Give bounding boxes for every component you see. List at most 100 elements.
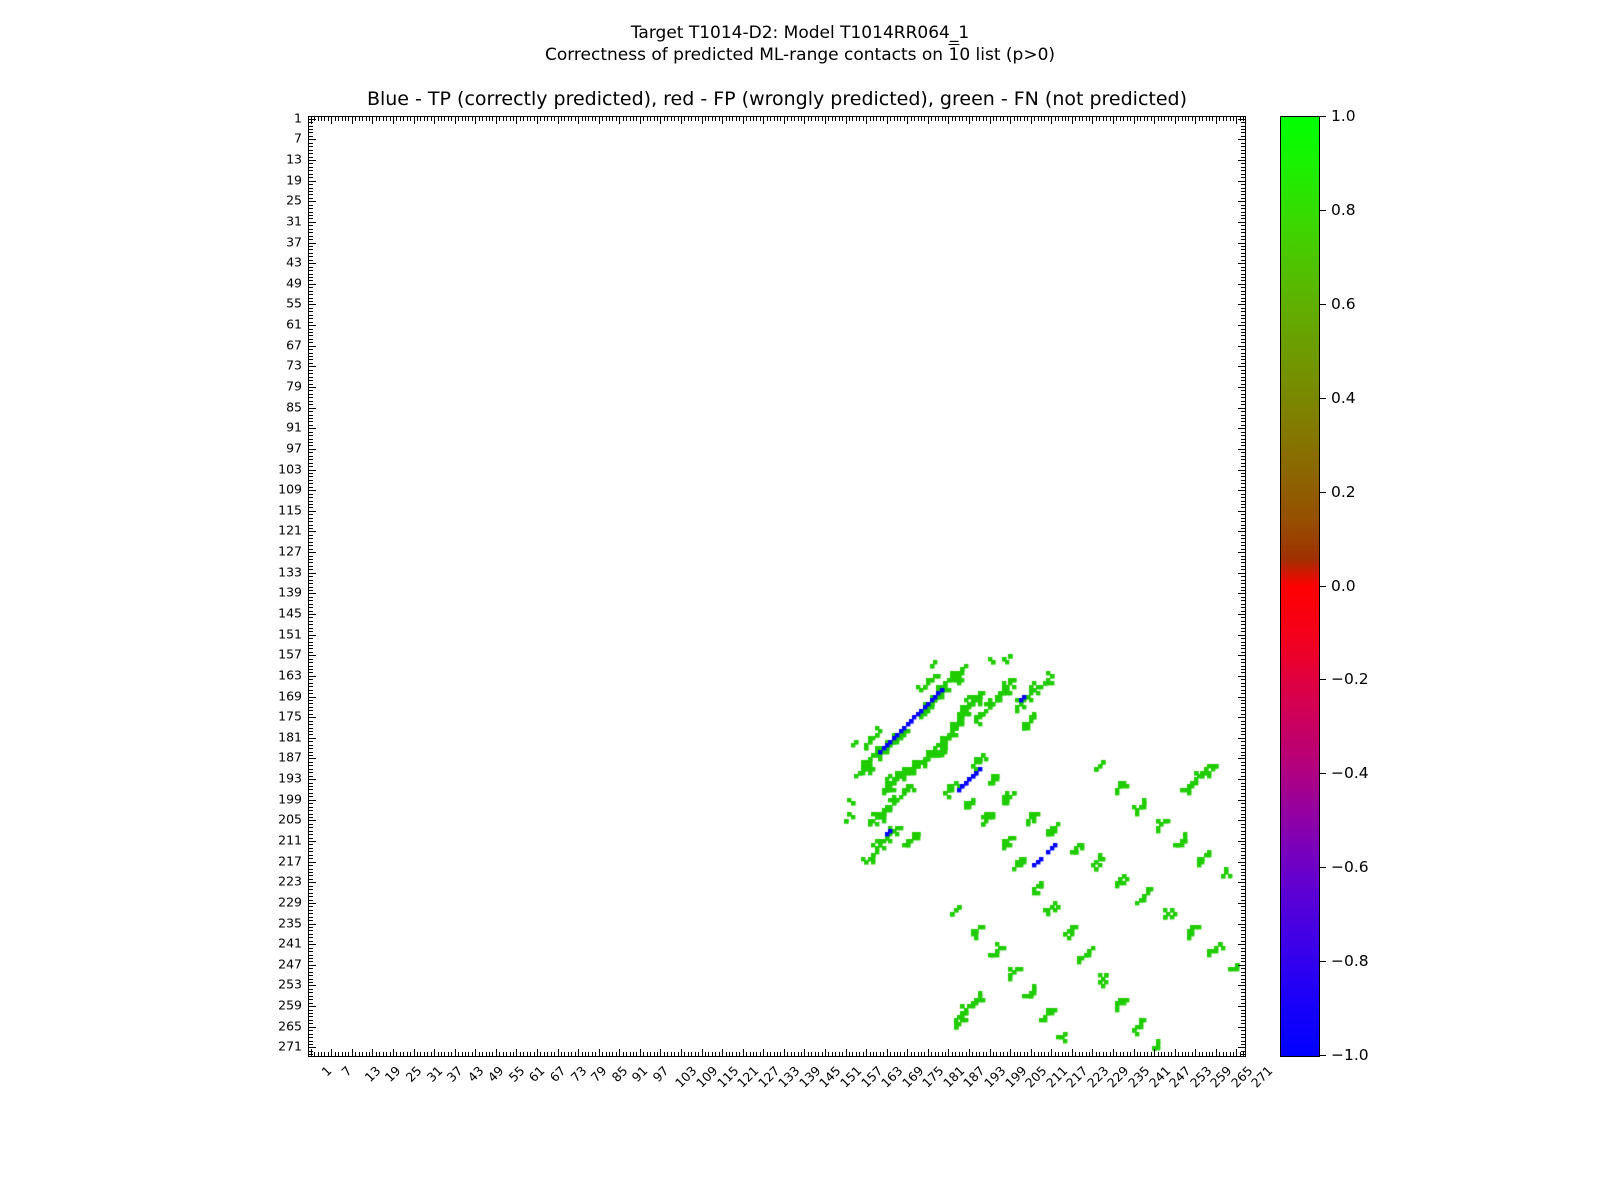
y-tick-label: 247 [278,956,302,972]
colorbar-tick-mark [1320,491,1326,493]
colorbar-tick-label: 0.4 [1331,388,1356,407]
y-tick-label: 37 [286,234,302,250]
x-tick-label: 43 [464,1063,487,1085]
y-tick-label: 31 [286,213,302,229]
colorbar-tick-labels: 1.0 0.8 0.6 0.4 0.2 0.0 −0.2 −0.4 −0.6 −0.8 −1.0 [1320,107,1410,1064]
x-tick-label: 271 [1248,1063,1276,1091]
colorbar-tick-mark [1320,679,1326,681]
colorbar-tick-mark [1320,867,1326,869]
colorbar-tick-label: 0.6 [1331,294,1356,313]
x-tick-label: 79 [587,1063,610,1085]
y-tick-label: 79 [286,378,302,394]
title-overline-digit: 1 [948,45,960,66]
y-tick-label: 181 [278,729,302,745]
y-tick-label: 49 [286,275,302,291]
y-tick-label: 145 [278,605,302,621]
x-tick-label: 19 [382,1063,404,1085]
y-tick-label: 157 [278,646,302,662]
y-axis-tick-labels: 1 7 13 19 25 31 37 43 49 55 61 67 73 79 85 91 97 103 109 11… [248,110,302,1057]
axes-title-legend: Blue - TP (correctly predicted), red - F… [366,88,1188,110]
title-prefix: Correctness of predicted ML-range contac… [544,45,949,66]
y-tick-label: 103 [278,461,302,477]
y-tick-label: 169 [278,688,302,704]
y-tick-label: 235 [278,915,302,931]
y-tick-label: 55 [286,295,302,311]
colorbar-tick-mark [1320,303,1326,305]
colorbar-tick-mark [1320,116,1326,117]
figure-title-line-2: Correctness of predicted ML-range contac… [0,44,1600,66]
y-tick-label: 25 [286,192,302,208]
colorbar-tick-label: 0.2 [1331,482,1356,501]
y-tick-label: 13 [286,151,302,167]
colorbar-tick-mark [1320,585,1326,587]
colorbar-tick-label: −0.8 [1331,952,1369,971]
x-tick-label: 85 [608,1063,631,1085]
x-tick-label: 13 [361,1063,384,1085]
y-tick-label: 73 [286,357,302,373]
y-tick-label: 61 [286,316,302,332]
y-tick-label: 7 [294,130,302,146]
y-tick-label: 115 [278,502,302,518]
colorbar-tick-label: −0.6 [1331,858,1369,877]
y-tick-label: 43 [286,254,302,270]
x-axis-tick-labels: 1 7 13 19 25 31 37 43 49 55 61 67 73 79 85 91 97 103 109 11… [308,1063,1276,1153]
x-tick-label: 73 [567,1063,590,1085]
y-tick-label: 205 [278,811,302,827]
y-tick-label: 97 [286,440,302,456]
x-tick-label: 25 [402,1063,425,1085]
y-tick-label: 265 [278,1018,302,1034]
colorbar-tick-mark [1320,961,1326,963]
colorbar-tick-label: 0.8 [1331,200,1356,219]
y-tick-label: 253 [278,976,302,992]
y-tick-label: 271 [278,1038,302,1054]
y-tick-label: 127 [278,543,302,559]
x-tick-label: 61 [526,1063,548,1085]
y-tick-label: 1 [294,110,302,126]
figure-title-line-1: Target T1014-D2: Model T1014RR064_1 [630,23,970,43]
y-tick-label: 91 [286,419,302,435]
x-tick-label: 91 [628,1063,651,1085]
y-tick-label: 223 [278,873,302,889]
colorbar-tick-mark [1320,397,1326,399]
y-tick-label: 139 [278,584,302,600]
y-tick-label: 85 [286,399,302,415]
figure-title: Target T1014-D2: Model T1014RR064_1 Corr… [0,22,1600,67]
colorbar-tick-label: −0.2 [1331,670,1369,689]
colorbar-tick-mark [1320,1055,1326,1056]
x-tick-label: 31 [423,1063,446,1085]
y-tick-label: 163 [278,667,302,683]
x-tick-label: 1 [318,1063,335,1080]
y-tick-label: 121 [278,522,302,538]
y-tick-label: 259 [278,997,302,1013]
y-tick-label: 67 [286,337,302,353]
colorbar-gradient [1280,116,1320,1057]
y-tick-label: 199 [278,791,302,807]
colorbar-tick-label: −1.0 [1331,1046,1369,1064]
colorbar-tick-mark [1320,773,1326,775]
x-tick-label: 97 [649,1063,672,1085]
x-tick-label: 67 [546,1063,569,1085]
x-tick-label: 7 [338,1063,355,1080]
contact-map-plot-area[interactable] [308,116,1246,1057]
colorbar-tick-label: 0.0 [1331,576,1356,595]
x-tick-label: 37 [443,1063,466,1085]
x-tick-label: 55 [505,1063,528,1085]
y-tick-label: 187 [278,749,302,765]
y-tick-label: 133 [278,564,302,580]
y-tick-label: 151 [278,626,302,642]
colorbar-tick-mark [1320,209,1326,211]
x-tick-label: 49 [484,1063,507,1085]
y-tick-label: 109 [278,481,302,497]
y-tick-label: 175 [278,708,302,724]
y-tick-label: 193 [278,770,302,786]
y-tick-label: 19 [286,172,302,188]
title-suffix: 0 list (p>0) [959,45,1056,66]
y-tick-label: 211 [278,832,302,848]
y-tick-label: 217 [278,853,302,869]
y-tick-label: 229 [278,894,302,910]
colorbar-tick-label: −0.4 [1331,764,1369,783]
y-tick-label: 241 [278,935,302,951]
contact-map-heatmap [309,117,1245,1056]
colorbar-tick-label: 1.0 [1331,107,1356,125]
